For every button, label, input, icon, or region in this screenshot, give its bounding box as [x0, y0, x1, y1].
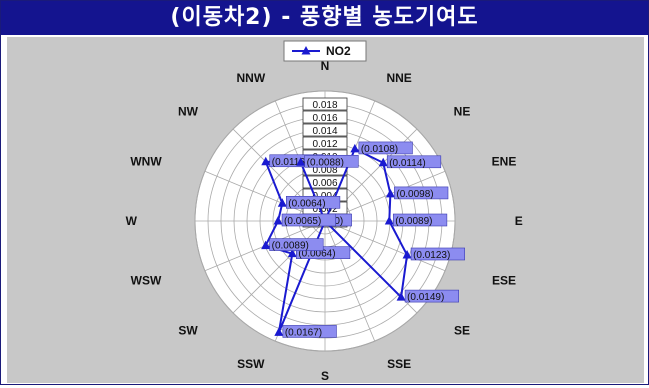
radial-tick-label: 0.006: [312, 178, 337, 189]
data-point-nne: [350, 143, 360, 153]
legend-marker-icon: [301, 46, 311, 55]
direction-label-ssw: SSW: [237, 357, 265, 371]
data-label-ssw: (0.0167): [285, 327, 322, 338]
data-label-nw: (0.0116): [272, 157, 309, 168]
legend-box: [283, 40, 367, 62]
data-label-e: (0.0089): [395, 216, 432, 227]
data-label-bg: [285, 196, 341, 209]
direction-label-w: W: [126, 214, 138, 228]
radial-tick-label: 0.012: [312, 139, 337, 150]
direction-label-n: N: [321, 59, 330, 73]
direction-label-nne: NNE: [386, 71, 411, 85]
data-label-wnw: (0.0064): [288, 198, 325, 209]
data-label-bg: [281, 213, 336, 227]
grid-spoke: [232, 220, 326, 314]
chart-title: (이동차2) - 풍향별 농도기여도: [1, 1, 648, 35]
radial-tick-label: 0.002: [312, 204, 337, 215]
data-label-bg: [394, 186, 449, 200]
direction-label-se: SE: [454, 324, 470, 338]
data-label-n: (0): [331, 216, 343, 227]
direction-label-wnw: WNW: [130, 155, 162, 169]
direction-label-wsw: WSW: [131, 273, 162, 287]
grid-spoke: [324, 220, 446, 272]
direction-label-s: S: [321, 369, 329, 383]
data-label-se: (0.0149): [407, 292, 444, 303]
direction-label-e: E: [515, 214, 523, 228]
radial-tick-box: [302, 97, 348, 111]
data-label-bg: [304, 154, 359, 168]
data-point-w: [273, 216, 283, 225]
data-point-ese: [402, 249, 412, 259]
radial-tick-box: [302, 175, 348, 189]
radial-tick-box: [302, 123, 348, 137]
radial-tick-label: 0.016: [312, 113, 337, 124]
direction-label-nnw: NNW: [237, 71, 266, 85]
direction-label-ne: NE: [454, 104, 471, 118]
data-point-nw: [261, 156, 271, 166]
data-label-ne: (0.0114): [389, 158, 426, 169]
data-point-e: [384, 216, 394, 225]
direction-label-ene: ENE: [492, 155, 517, 169]
data-label-sw: (0.0064): [298, 249, 335, 260]
direction-label-ese: ESE: [492, 273, 516, 287]
chart-area: N NNE NE ENE E ESE SE SSE S SSW SW WSW W WNW NW NNW 0.00…: [7, 37, 644, 383]
radial-tick-label: 0.018: [312, 100, 337, 111]
direction-label-nw: NW: [178, 104, 199, 118]
data-point-ene: [385, 188, 395, 198]
data-point-se: [396, 292, 406, 301]
radial-tick-box: [302, 136, 348, 150]
data-point-wnw: [277, 198, 287, 207]
data-point-sw: [287, 248, 297, 258]
direction-label-sse: SSE: [387, 357, 411, 371]
radar-chart: N NNE NE ENE E ESE SE SSE S SSW SW WSW W WNW NW NNW 0.00…: [126, 40, 523, 383]
data-label-bg: [410, 247, 465, 261]
radial-tick-label: 0.008: [312, 165, 337, 176]
data-label-wsw: (0.0089): [272, 241, 309, 252]
data-point-ssw: [274, 327, 284, 336]
data-label-w: (0.0065): [284, 216, 321, 227]
data-label-bg: [386, 155, 442, 169]
data-label-bg: [358, 141, 413, 155]
data-label-bg: [282, 325, 337, 338]
data-label-ene: (0.0098): [396, 189, 433, 200]
grid-spoke: [324, 220, 376, 342]
data-label-bg: [269, 238, 324, 251]
data-point-nnw: [296, 157, 306, 166]
data-label-bg: [404, 289, 459, 303]
series-line-no2: [264, 147, 409, 333]
data-label-ese: (0.0123): [413, 250, 450, 261]
data-point-wsw: [261, 240, 271, 250]
data-label-nne: (0.0108): [361, 144, 398, 155]
radial-tick-label: 0.014: [312, 126, 337, 137]
data-point-ne: [378, 157, 388, 167]
radial-tick-box: [302, 110, 348, 124]
direction-label-sw: SW: [178, 324, 198, 338]
data-label-nnw: (0.0088): [307, 157, 344, 168]
data-label-bg: [392, 213, 448, 227]
legend-label: NO2: [326, 44, 351, 58]
